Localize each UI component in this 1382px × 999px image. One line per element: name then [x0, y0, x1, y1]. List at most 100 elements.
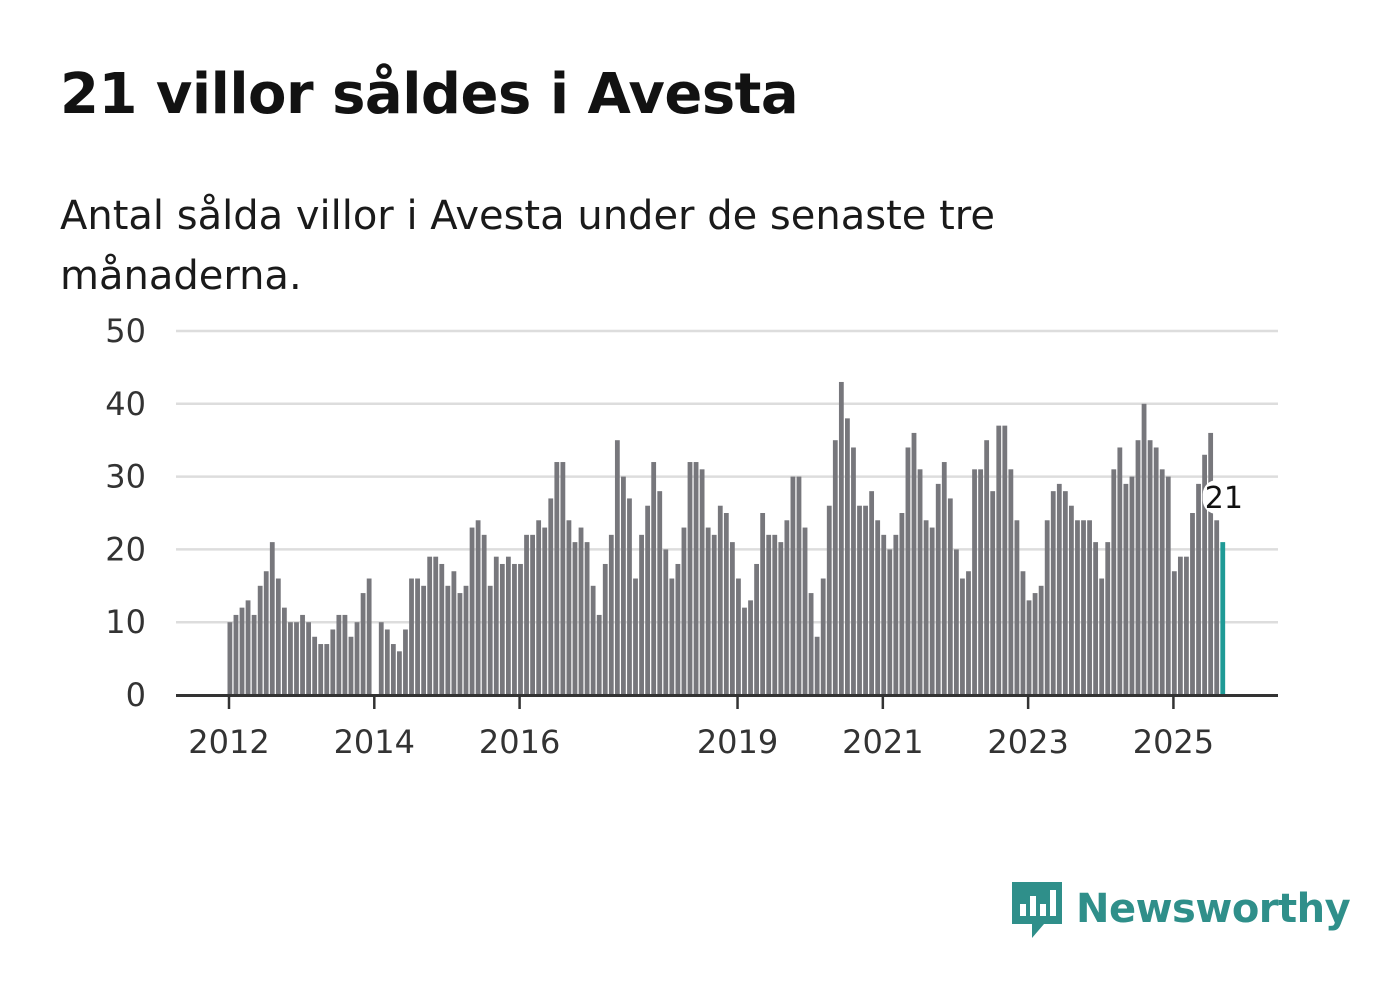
- bar: [409, 578, 414, 695]
- bar: [451, 571, 457, 695]
- bar: [421, 585, 427, 695]
- bar-highlight: [1220, 542, 1226, 695]
- bar: [851, 447, 856, 695]
- bar: [560, 462, 566, 695]
- bar: [845, 418, 850, 695]
- x-tick-label: 2019: [697, 723, 778, 761]
- bar: [778, 542, 784, 695]
- bar: [566, 520, 572, 695]
- bar: [1123, 483, 1129, 695]
- bar: [832, 440, 838, 695]
- bar: [493, 556, 499, 695]
- bar: [512, 563, 517, 695]
- bar: [608, 534, 614, 695]
- bar: [1105, 542, 1111, 695]
- bar: [1184, 556, 1189, 695]
- bar: [705, 527, 711, 695]
- bar: [651, 462, 657, 695]
- bar: [645, 505, 651, 695]
- bar: [736, 578, 741, 695]
- bar: [251, 614, 257, 695]
- bar: [935, 483, 941, 695]
- bar: [1117, 447, 1123, 695]
- bar: [1044, 520, 1050, 695]
- y-tick-label: 20: [105, 530, 146, 568]
- bar: [802, 527, 808, 695]
- bar: [548, 498, 554, 695]
- bar: [1190, 513, 1195, 695]
- bar: [1135, 440, 1141, 695]
- bar: [960, 578, 965, 695]
- bar: [1062, 491, 1068, 695]
- newsworthy-logo[interactable]: Newsworthy: [1010, 878, 1351, 940]
- newsworthy-logo-icon: [1012, 882, 1062, 938]
- bar: [554, 462, 560, 695]
- bar: [621, 476, 626, 695]
- bar: [239, 607, 245, 695]
- bar: [1165, 476, 1171, 695]
- bar: [475, 520, 481, 695]
- bar: [306, 622, 312, 695]
- bar: [929, 527, 935, 695]
- bar: [663, 549, 669, 695]
- bar: [947, 498, 953, 695]
- bar: [729, 542, 735, 695]
- data-label-background: [1202, 480, 1247, 515]
- bar: [923, 520, 929, 695]
- bar: [1032, 593, 1038, 695]
- bar: [1050, 491, 1056, 695]
- bar: [966, 571, 971, 695]
- bar: [518, 563, 523, 695]
- bar: [881, 534, 887, 695]
- bar: [875, 520, 881, 695]
- bar: [1081, 520, 1086, 695]
- bar: [1202, 454, 1207, 695]
- bar: [687, 462, 693, 695]
- bar: [578, 527, 584, 695]
- bar: [378, 622, 384, 695]
- bar: [1026, 600, 1032, 695]
- bar: [439, 563, 445, 695]
- bar: [481, 534, 487, 695]
- bar: [257, 585, 263, 695]
- bar: [1099, 578, 1105, 695]
- bar: [1038, 585, 1044, 695]
- bar: [754, 563, 759, 695]
- bar: [457, 593, 463, 695]
- x-tick-label: 2025: [1133, 723, 1214, 761]
- bar-chart: 0 10 20 30 40 50 2012 2014 2016 2019 2021 2023 2025…: [105, 312, 1278, 761]
- bar: [330, 629, 336, 695]
- x-tick-label: 2014: [334, 723, 415, 761]
- bar: [699, 469, 705, 695]
- bar: [469, 527, 475, 695]
- bar: [790, 476, 796, 695]
- y-tick-label: 10: [105, 603, 146, 641]
- bar: [227, 622, 233, 695]
- x-tick-label: 2012: [188, 723, 269, 761]
- bar: [348, 636, 354, 695]
- bar: [766, 534, 772, 695]
- bar: [1153, 447, 1159, 695]
- bar: [397, 651, 402, 695]
- bar: [748, 600, 753, 695]
- bar: [384, 629, 390, 695]
- bar: [1196, 483, 1201, 695]
- bar: [627, 498, 632, 695]
- bar: [281, 607, 287, 695]
- bar: [275, 578, 281, 695]
- bar: [336, 614, 342, 695]
- bar: [263, 571, 269, 695]
- bar: [772, 534, 778, 695]
- y-tick-label: 50: [105, 312, 146, 350]
- bar: [899, 513, 905, 695]
- bar: [505, 556, 511, 695]
- bar: [863, 505, 868, 695]
- bar: [415, 578, 420, 695]
- bar: [1129, 476, 1135, 695]
- bar: [366, 578, 372, 695]
- bar: [838, 381, 844, 695]
- bar: [403, 629, 408, 695]
- bar: [542, 527, 548, 695]
- bar: [984, 440, 990, 695]
- bar: [796, 476, 802, 695]
